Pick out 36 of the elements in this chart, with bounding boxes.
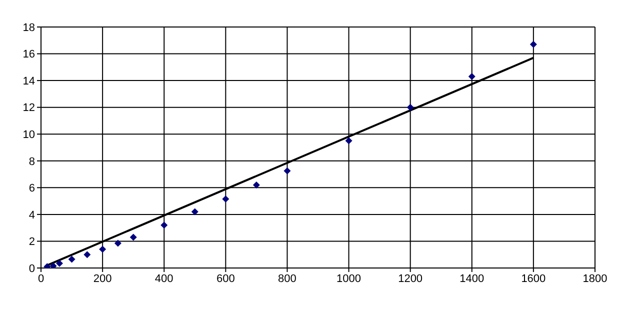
- point: [130, 234, 137, 241]
- x-tick-label: 1000: [336, 272, 362, 285]
- x-tick-label: 0: [38, 272, 44, 285]
- point: [530, 40, 537, 48]
- point: [468, 73, 476, 80]
- x-tick-label: 1200: [398, 272, 423, 285]
- point: [191, 208, 198, 216]
- y-tick-label: 8: [28, 156, 35, 168]
- point: [114, 240, 122, 247]
- point: [284, 167, 291, 174]
- x-tick-label: 400: [154, 272, 174, 285]
- x-tick-label: 200: [93, 272, 112, 285]
- y-tick-label: 18: [22, 22, 35, 34]
- x-tick-label: 600: [216, 272, 235, 285]
- y-tick-label: 10: [22, 129, 35, 142]
- y-tick-label: 0: [28, 262, 35, 275]
- y-tick-label: 12: [22, 102, 35, 114]
- x-tick-label: 1400: [460, 272, 484, 285]
- x-tick-label: 1600: [521, 272, 546, 285]
- y-tick-label: 6: [28, 182, 35, 195]
- y-tick-label: 16: [22, 48, 35, 61]
- point: [160, 222, 168, 229]
- y-tick-label: 14: [22, 75, 35, 88]
- y-tick-label: 4: [28, 209, 35, 222]
- point: [84, 251, 91, 258]
- point: [56, 260, 63, 267]
- x-tick-label: 800: [278, 272, 296, 285]
- point: [406, 104, 414, 111]
- point: [345, 137, 352, 144]
- point: [252, 181, 260, 188]
- point: [50, 262, 57, 268]
- y-tick-label: 2: [28, 236, 35, 248]
- x-tick-label: 1800: [582, 272, 608, 285]
- point: [68, 256, 76, 263]
- point: [222, 196, 230, 203]
- point: [99, 246, 106, 253]
